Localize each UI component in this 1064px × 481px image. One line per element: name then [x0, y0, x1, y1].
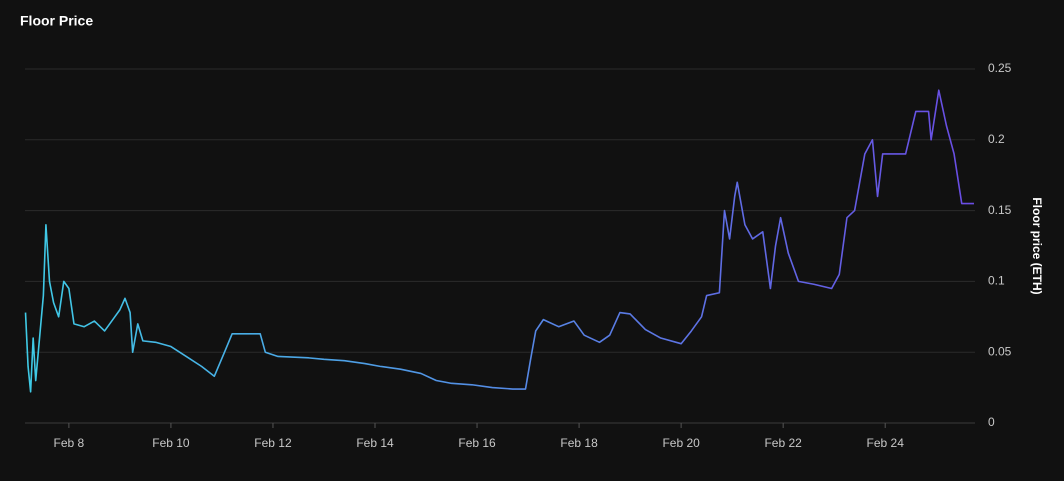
x-tick-label: Feb 12 [254, 436, 292, 450]
x-tick-label: Feb 16 [458, 436, 496, 450]
x-tick-label: Feb 20 [662, 436, 700, 450]
x-tick-label: Feb 22 [764, 436, 802, 450]
y-tick-label: 0.1 [988, 274, 1005, 288]
x-tick-label: Feb 14 [356, 436, 394, 450]
y-axis-label: Floor price (ETH) [1030, 197, 1044, 294]
y-tick-label: 0.2 [988, 132, 1005, 146]
x-tick-label: Feb 24 [867, 436, 905, 450]
x-tick-label: Feb 8 [54, 436, 85, 450]
chart-title: Floor Price [20, 13, 93, 29]
y-tick-label: 0.15 [988, 203, 1012, 217]
y-tick-label: 0.25 [988, 61, 1012, 75]
price-line [24, 89, 974, 393]
x-tick-label: Feb 18 [560, 436, 598, 450]
y-tick-label: 0.05 [988, 344, 1012, 358]
y-tick-label: 0 [988, 415, 995, 429]
x-tick-label: Feb 10 [152, 436, 190, 450]
